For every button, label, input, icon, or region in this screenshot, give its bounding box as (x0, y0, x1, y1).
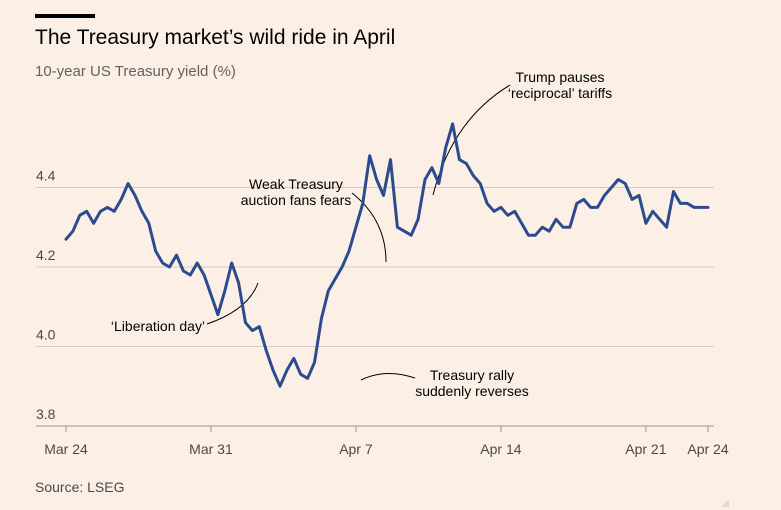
x-tick-label: Apr 24 (687, 441, 728, 457)
y-tick-label: 4.0 (36, 327, 56, 343)
y-tick-label: 3.8 (36, 406, 56, 422)
gridlines (36, 187, 714, 427)
x-tick-label: Apr 7 (339, 441, 373, 457)
x-tick-label: Mar 31 (189, 441, 233, 457)
yield-line (64, 122, 710, 388)
annotation-leaders (206, 84, 511, 381)
annotation-leader (351, 192, 387, 263)
x-tick-label: Mar 24 (44, 441, 88, 457)
x-tick-label: Apr 21 (625, 441, 666, 457)
source-note: Source: LSEG (35, 479, 125, 495)
annotation-weak-auction-line: Weak Treasury (249, 176, 343, 192)
annotation-leader (360, 373, 416, 381)
chart-subtitle: 10-year US Treasury yield (%) (35, 63, 236, 80)
x-tick-label: Apr 14 (480, 441, 521, 457)
annotation-liberation-day-line: ‘Liberation day’ (111, 318, 205, 334)
annotation-tariff-pause-line: Trump pauses (516, 69, 605, 85)
y-tick-label: 4.4 (36, 168, 56, 184)
resize-corner (721, 499, 729, 507)
annotation-rally-reverses-line: Treasury rally (430, 367, 514, 383)
chart-title: The Treasury market’s wild ride in April (35, 26, 396, 49)
header-rule (35, 14, 95, 18)
annotation-rally-reverses-line: suddenly reverses (415, 383, 529, 399)
annotation-tariff-pause-line: ‘reciprocal’ tariffs (508, 85, 612, 101)
annotation-leader (432, 84, 511, 196)
annotation-leader (206, 282, 259, 325)
x-axis: Mar 24 Mar 31 Apr 7 Apr 14 Apr 21 Apr 24 (44, 426, 729, 457)
y-axis: 3.8 4.0 4.2 4.4 (36, 168, 56, 423)
annotation-weak-auction-line: auction fans fears (241, 192, 352, 208)
y-tick-label: 4.2 (36, 247, 56, 263)
series-group (64, 122, 710, 388)
